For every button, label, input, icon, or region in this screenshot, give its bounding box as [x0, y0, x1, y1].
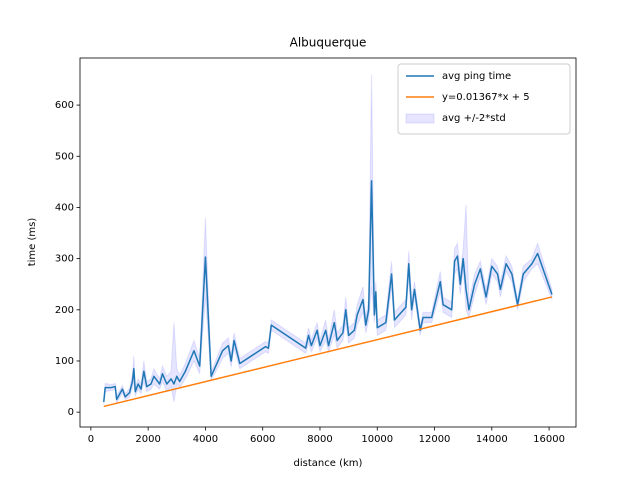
x-tick-label: 2000 — [135, 434, 160, 445]
y-tick-label: 600 — [55, 100, 74, 111]
x-tick-label: 12000 — [419, 434, 451, 445]
x-tick-label: 10000 — [361, 434, 393, 445]
y-axis-label: time (ms) — [27, 218, 38, 267]
plot-frame — [79, 57, 577, 428]
legend-label: avg +/-2*std — [442, 113, 506, 124]
x-tick-label: 8000 — [307, 434, 332, 445]
x-tick-label: 16000 — [533, 434, 565, 445]
legend: avg ping time y=0.01367*x + 5 avg +/-2*std — [397, 63, 571, 135]
legend-label: avg ping time — [442, 71, 511, 82]
y-tick-label: 400 — [55, 202, 74, 213]
x-axis-label: distance (km) — [294, 458, 363, 469]
x-tick-label: 6000 — [250, 434, 275, 445]
x-tick-label: 4000 — [193, 434, 218, 445]
x-tick-label: 14000 — [476, 434, 508, 445]
legend-label: y=0.01367*x + 5 — [442, 92, 530, 103]
x-tick-label: 0 — [88, 434, 94, 445]
legend-box — [397, 63, 571, 135]
y-tick-label: 200 — [55, 305, 74, 316]
chart-title: Albuquerque — [290, 36, 367, 50]
series-line — [103, 180, 553, 402]
y-tick-label: 0 — [68, 407, 74, 418]
y-tick-label: 100 — [55, 356, 74, 367]
legend-swatch — [405, 113, 435, 124]
y-tick-label: 500 — [55, 151, 74, 162]
series-line — [103, 296, 553, 408]
y-tick-label: 300 — [55, 254, 74, 265]
